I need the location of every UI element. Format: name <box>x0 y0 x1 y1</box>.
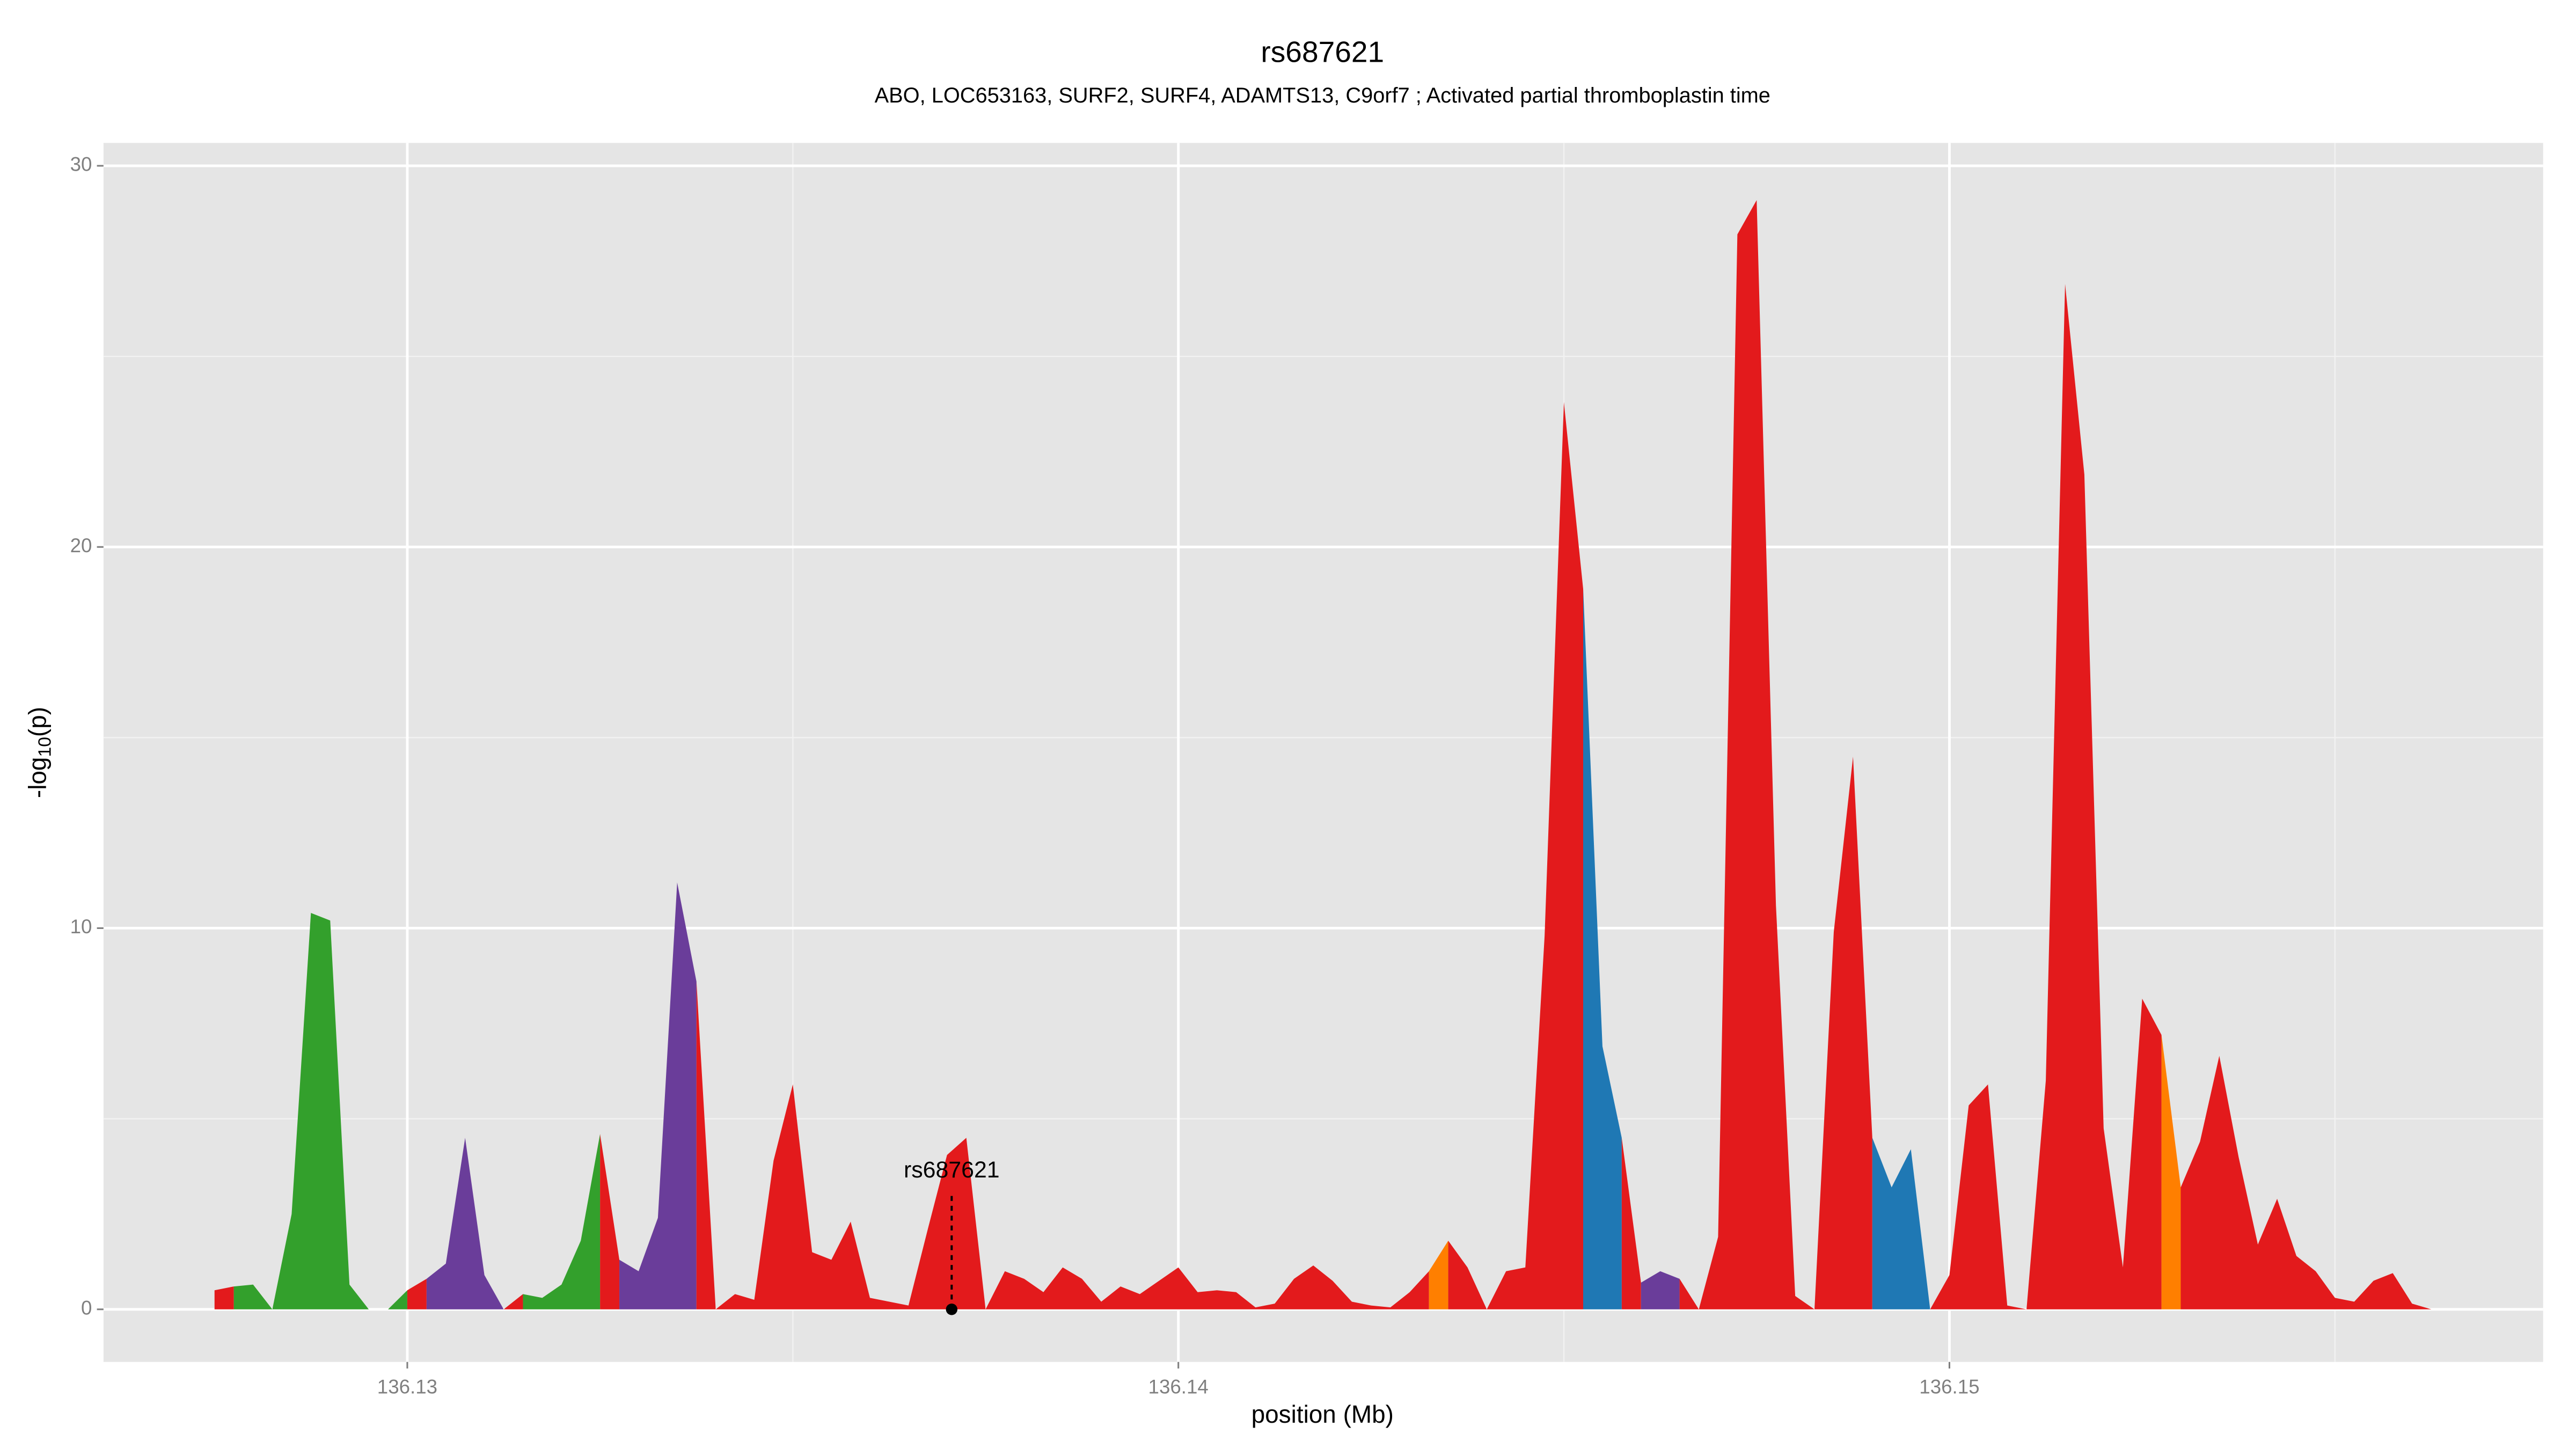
x-tick-label: 136.13 <box>377 1375 437 1397</box>
area-segment <box>1930 284 2162 1309</box>
y-tick-label: 0 <box>81 1297 92 1319</box>
chart-title: rs687621 <box>1261 35 1384 69</box>
y-axis-label-part: -log <box>24 757 52 799</box>
y-tick-label: 20 <box>70 535 92 557</box>
axes: 136.13 136.14 136.15 0 10 20 30 <box>70 153 1980 1398</box>
area-segment <box>1429 1240 1448 1309</box>
annotation-point <box>946 1304 958 1315</box>
chart-subtitle: ABO, LOC653163, SURF2, SURF4, ADAMTS13, … <box>875 84 1770 107</box>
area-segment <box>1641 1271 1680 1309</box>
area-segment <box>619 882 697 1309</box>
x-tick-label: 136.15 <box>1919 1375 1979 1397</box>
y-axis-label-subscript: 10 <box>35 737 55 757</box>
area-segment <box>1583 589 1622 1309</box>
area-segment <box>1621 1138 1641 1309</box>
area-segment <box>1448 402 1584 1309</box>
area-segment <box>523 1134 601 1309</box>
grid <box>103 143 2543 1362</box>
y-axis-label-part: (p) <box>24 707 52 737</box>
y-tick-label: 30 <box>70 153 92 175</box>
area-segment <box>214 1286 234 1309</box>
area-segment <box>2180 1056 2432 1309</box>
x-tick-label: 136.14 <box>1148 1375 1209 1397</box>
x-axis-label: position (Mb) <box>1252 1400 1394 1428</box>
area-segment <box>233 913 407 1309</box>
area-segment <box>1679 200 1872 1309</box>
annotation-label: rs687621 <box>904 1157 1000 1183</box>
area-segment <box>407 1278 427 1309</box>
area-segment <box>696 981 1429 1309</box>
marks: rs687621 <box>214 200 2432 1315</box>
area-segment <box>2161 1035 2181 1309</box>
y-axis-label: -log10(p) <box>24 707 55 798</box>
area-segment <box>1872 1138 1930 1309</box>
area-segment <box>600 1134 620 1309</box>
y-tick-label: 10 <box>70 916 92 938</box>
area-segment <box>426 1138 504 1309</box>
